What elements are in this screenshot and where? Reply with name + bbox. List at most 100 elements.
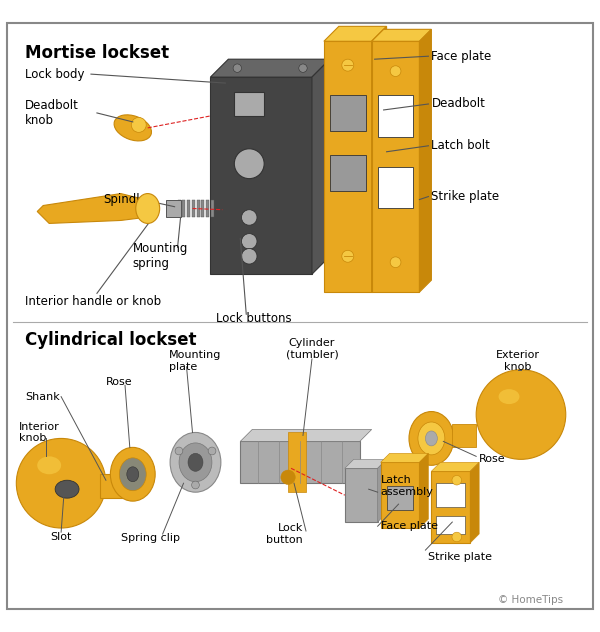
Text: Slot: Slot (50, 532, 72, 542)
Polygon shape (419, 453, 428, 528)
Ellipse shape (499, 389, 520, 404)
Ellipse shape (208, 447, 216, 455)
Text: Spindle: Spindle (103, 193, 147, 206)
Polygon shape (121, 205, 148, 217)
Text: Deadbolt: Deadbolt (431, 97, 485, 111)
Bar (452, 423, 476, 447)
Bar (377, 95, 413, 137)
Bar (386, 486, 413, 510)
Ellipse shape (110, 447, 155, 501)
Ellipse shape (175, 447, 183, 455)
Polygon shape (377, 459, 386, 522)
Text: Rose: Rose (479, 454, 506, 465)
Text: Face plate: Face plate (431, 50, 491, 63)
Text: © HomeTips: © HomeTips (497, 595, 563, 605)
Polygon shape (380, 453, 428, 463)
Polygon shape (324, 27, 386, 41)
Circle shape (342, 250, 354, 262)
Bar (345, 468, 377, 522)
Text: Latch
assembly: Latch assembly (380, 475, 433, 497)
Bar (178, 200, 181, 217)
Circle shape (390, 257, 401, 267)
Ellipse shape (179, 443, 212, 482)
Polygon shape (37, 193, 145, 224)
Text: Mounting
plate: Mounting plate (169, 350, 221, 372)
Ellipse shape (136, 193, 160, 224)
Bar (187, 200, 190, 217)
Polygon shape (240, 430, 371, 441)
Text: Interior
knob: Interior knob (19, 422, 60, 443)
Bar (202, 200, 205, 217)
Bar (436, 483, 466, 507)
Text: Strike plate: Strike plate (431, 190, 500, 203)
Polygon shape (431, 463, 479, 471)
Text: Strike plate: Strike plate (428, 552, 493, 562)
Bar (211, 77, 312, 274)
Ellipse shape (409, 411, 454, 465)
Text: Cylinder
(tumbler): Cylinder (tumbler) (286, 338, 338, 360)
Text: Rose: Rose (106, 377, 133, 387)
Text: Lock body: Lock body (25, 68, 85, 81)
Ellipse shape (170, 432, 221, 492)
Bar (197, 200, 200, 217)
Circle shape (452, 475, 461, 485)
Ellipse shape (425, 431, 437, 446)
Ellipse shape (119, 458, 146, 490)
Bar (380, 463, 419, 528)
Bar (436, 516, 466, 534)
Ellipse shape (418, 422, 445, 455)
Circle shape (235, 149, 264, 179)
Bar (377, 167, 413, 209)
Ellipse shape (131, 118, 146, 132)
Circle shape (281, 470, 295, 484)
Bar (206, 200, 209, 217)
Bar (100, 474, 124, 498)
Circle shape (299, 64, 307, 72)
Bar (330, 95, 365, 131)
Circle shape (241, 234, 257, 249)
Ellipse shape (37, 456, 61, 474)
Ellipse shape (127, 467, 139, 482)
Polygon shape (419, 29, 431, 292)
Bar (211, 200, 214, 217)
Ellipse shape (191, 481, 199, 489)
Circle shape (390, 66, 401, 76)
Circle shape (452, 532, 461, 542)
Polygon shape (312, 59, 330, 274)
Ellipse shape (188, 453, 203, 471)
Text: Deadbolt
knob: Deadbolt knob (25, 99, 79, 127)
Polygon shape (470, 463, 479, 543)
Bar (192, 200, 195, 217)
Ellipse shape (55, 480, 79, 498)
Bar (371, 41, 419, 292)
Bar (235, 92, 264, 116)
Text: Latch bolt: Latch bolt (431, 139, 490, 152)
Circle shape (476, 370, 566, 459)
Polygon shape (371, 27, 386, 292)
Bar (288, 432, 306, 492)
Polygon shape (371, 29, 431, 41)
Text: Face plate: Face plate (380, 521, 437, 532)
Text: Mounting
spring: Mounting spring (133, 242, 188, 270)
Bar (166, 200, 181, 217)
Circle shape (241, 248, 257, 264)
Text: Exterior
knob: Exterior knob (496, 350, 540, 372)
Bar (330, 155, 365, 191)
Polygon shape (345, 459, 386, 468)
Circle shape (342, 59, 354, 71)
Text: Lock buttons: Lock buttons (217, 312, 292, 325)
Circle shape (241, 210, 257, 225)
Text: Mortise lockset: Mortise lockset (25, 44, 169, 63)
Bar (182, 200, 185, 217)
Ellipse shape (114, 115, 151, 141)
Circle shape (233, 64, 241, 72)
Circle shape (16, 439, 106, 528)
Bar (240, 441, 360, 483)
Bar (324, 41, 371, 292)
Text: Shank: Shank (25, 392, 60, 401)
Polygon shape (211, 59, 330, 77)
Bar (431, 471, 470, 543)
Text: Spring clip: Spring clip (121, 533, 180, 543)
Text: Lock
button: Lock button (266, 523, 303, 545)
Text: Interior handle or knob: Interior handle or knob (25, 295, 161, 308)
